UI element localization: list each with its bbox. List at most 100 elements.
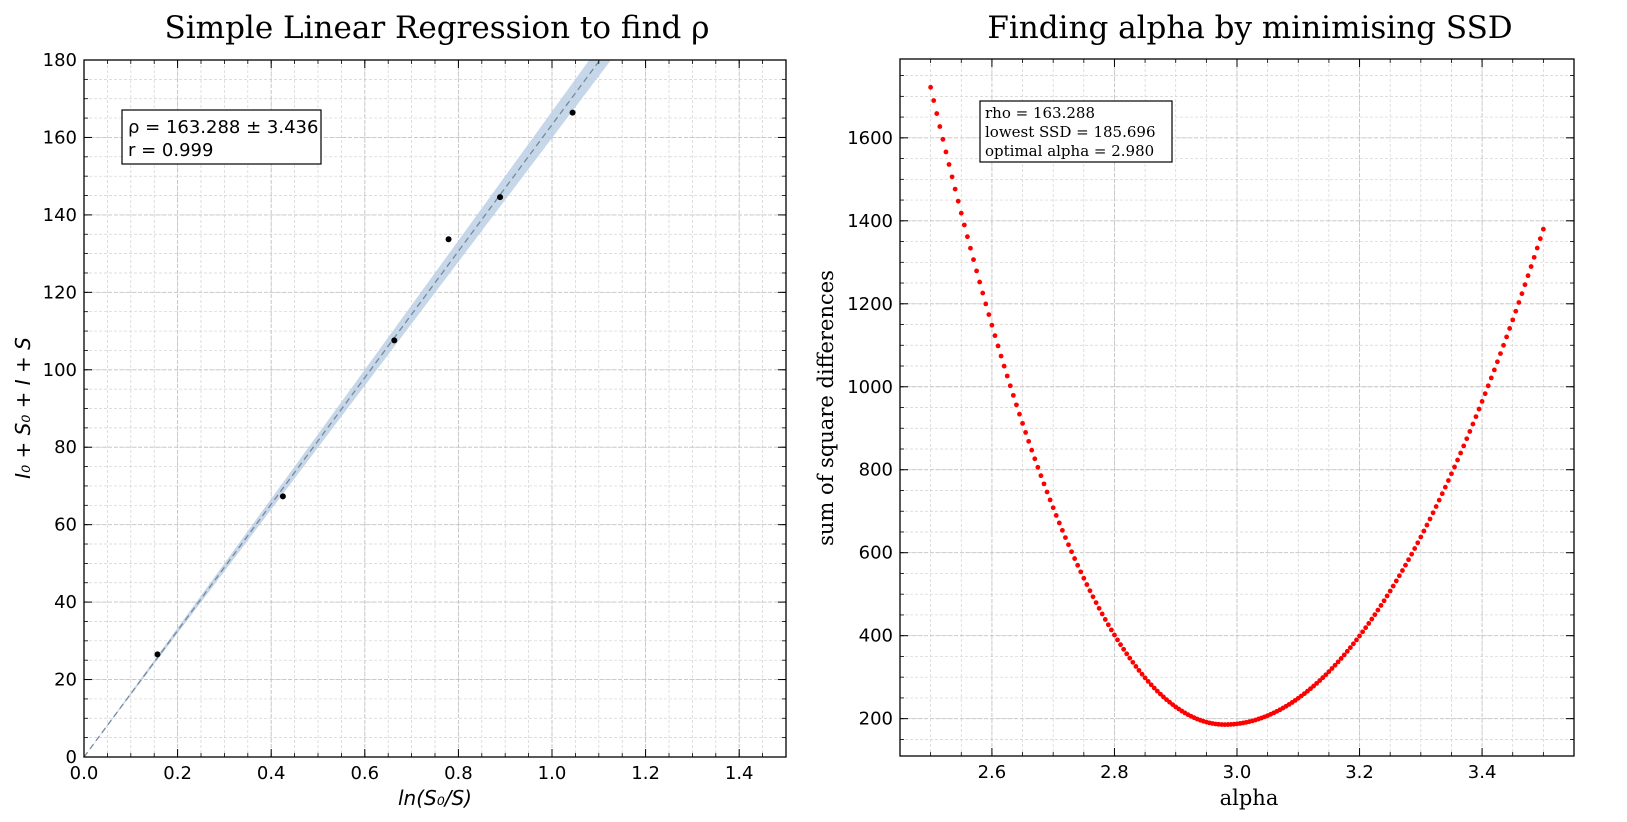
- ssd-point: [1050, 505, 1056, 511]
- ssd-point: [1105, 622, 1111, 628]
- ssd-point: [1381, 598, 1387, 604]
- regression-y-label: I₀ + S₀ + I + S: [11, 337, 35, 479]
- ssd-point: [1329, 666, 1335, 671]
- ssd-legend-optimal-alpha: optimal alpha = 2.980: [985, 142, 1154, 160]
- ssd-point: [1363, 625, 1369, 631]
- ssd-point: [1415, 540, 1421, 546]
- regression-confidence-band-group: [84, 60, 611, 757]
- ssd-y-tick-label: 200: [859, 709, 893, 730]
- ssd-point: [1488, 375, 1494, 381]
- regression-legend-box: [121, 109, 322, 165]
- ssd-point: [1332, 662, 1338, 668]
- ssd-point: [1093, 600, 1099, 606]
- ssd-point: [1516, 300, 1522, 305]
- ssd-point: [955, 198, 961, 204]
- ssd-point: [1108, 627, 1114, 633]
- ssd-point: [1369, 616, 1375, 622]
- ssd-point: [983, 301, 989, 307]
- ssd-chart: Finding alpha by minimising SSD 2.6 2.8 3.…: [814, 10, 1575, 810]
- ssd-point: [1069, 549, 1074, 555]
- ssd-legend-lowest-ssd: lowest SSD = 185.696: [985, 123, 1156, 141]
- ssd-y-tick-label: 1600: [847, 128, 893, 149]
- ssd-point: [1522, 282, 1528, 288]
- regression-y-tick-label: 20: [54, 670, 77, 691]
- ssd-point: [1433, 504, 1439, 509]
- ssd-point: [1090, 594, 1096, 600]
- ssd-point: [1007, 383, 1013, 389]
- ssd-point: [1421, 528, 1427, 534]
- ssd-point: [1151, 685, 1157, 691]
- ssd-y-label: sum of square differences: [814, 270, 838, 546]
- ssd-point: [998, 353, 1004, 359]
- ssd-y-tick-label: 1400: [847, 211, 893, 232]
- ssd-point: [1519, 291, 1525, 297]
- ssd-point: [952, 186, 958, 192]
- ssd-x-tick-label: 3.2: [1345, 762, 1374, 783]
- ssd-point: [1130, 659, 1136, 665]
- regression-point: [445, 236, 452, 243]
- ssd-point: [1491, 367, 1497, 373]
- ssd-point: [1001, 363, 1007, 369]
- ssd-point: [1338, 656, 1344, 661]
- ssd-x-tick-label: 3.4: [1468, 762, 1497, 783]
- ssd-x-tick-label: 2.8: [1100, 762, 1129, 783]
- ssd-point: [980, 290, 986, 296]
- ssd-point: [1534, 245, 1540, 251]
- ssd-point: [1485, 383, 1491, 389]
- ssd-points: [928, 84, 1546, 727]
- ssd-point: [1127, 655, 1133, 661]
- ssd-point: [1084, 582, 1090, 587]
- ssd-point: [1124, 651, 1130, 657]
- ssd-point: [1449, 471, 1454, 477]
- regression-x-tick-label: 0.2: [163, 763, 192, 784]
- ssd-point: [1032, 456, 1038, 462]
- ssd-point: [1081, 575, 1087, 581]
- ssd-y-tick-label: 600: [859, 543, 893, 564]
- ssd-point: [931, 98, 937, 103]
- ssd-point: [1014, 402, 1019, 408]
- ssd-point: [1323, 672, 1329, 678]
- ssd-point: [1372, 612, 1378, 618]
- ssd-point: [1118, 642, 1123, 648]
- ssd-point: [1047, 497, 1053, 503]
- ssd-point: [1464, 436, 1470, 442]
- ssd-title: Finding alpha by minimising SSD: [987, 10, 1512, 46]
- ssd-point: [1072, 556, 1078, 561]
- ssd-point: [1442, 484, 1448, 490]
- ssd-point: [1409, 551, 1415, 557]
- ssd-point: [1418, 534, 1424, 540]
- ssd-point: [1452, 464, 1457, 470]
- ssd-x-label: alpha: [1220, 786, 1279, 810]
- ssd-point: [1525, 273, 1531, 279]
- regression-point: [279, 493, 286, 500]
- regression-y-tick-label: 160: [43, 127, 77, 148]
- ssd-point: [1044, 489, 1050, 495]
- ssd-point: [1424, 522, 1430, 528]
- ssd-x-tick-label: 3.0: [1223, 762, 1252, 783]
- regression-point: [154, 651, 161, 658]
- regression-x-tick-label: 0.4: [257, 763, 286, 784]
- ssd-point: [949, 174, 955, 180]
- ssd-point: [1314, 680, 1320, 686]
- ssd-point: [1461, 443, 1467, 449]
- regression-x-tick-label: 1.2: [631, 763, 660, 784]
- ssd-point: [1038, 473, 1044, 479]
- ssd-point: [1158, 691, 1163, 697]
- ssd-point: [968, 245, 973, 251]
- ssd-point: [940, 136, 946, 142]
- ssd-point: [1041, 481, 1047, 487]
- ssd-point: [1347, 645, 1353, 651]
- ssd-ticks: 2.6 2.8 3.0 3.2 3.4 200 400 600 800 1000 1200 1400 1…: [847, 59, 1575, 783]
- ssd-point: [1396, 573, 1402, 579]
- ssd-point: [1375, 607, 1381, 613]
- ssd-point: [1121, 646, 1127, 652]
- ssd-point: [977, 279, 983, 285]
- ssd-point: [1020, 420, 1025, 426]
- regression-title: Simple Linear Regression to find ρ: [165, 10, 710, 46]
- regression-y-tick-label: 180: [43, 50, 77, 71]
- regression-point: [569, 109, 576, 116]
- regression-ticks: 0.0 0.2 0.4 0.6 0.8 1.0 1.2 1.4 0 20 40 60 80 100 120 1…: [43, 50, 787, 784]
- ssd-point: [1136, 667, 1142, 673]
- ssd-point: [1351, 641, 1356, 647]
